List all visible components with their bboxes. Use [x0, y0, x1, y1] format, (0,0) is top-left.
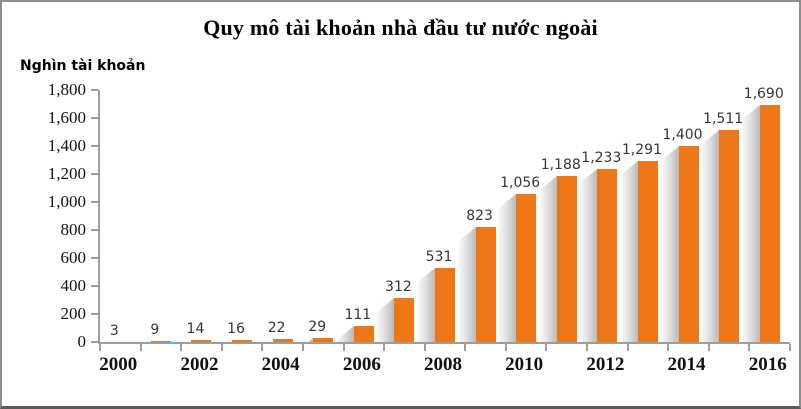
bar-2008 [435, 268, 455, 342]
bar-value-label: 111 [344, 307, 372, 323]
x-axis-tick [586, 344, 589, 351]
bar-2014 [678, 146, 699, 342]
x-axis-tick [261, 344, 264, 351]
bar-2010 [516, 194, 537, 342]
y-axis-tick [91, 201, 98, 203]
x-axis-tick [667, 344, 670, 351]
y-axis-tick [91, 257, 98, 259]
x-axis-tick-label: 2000 [99, 354, 138, 375]
bar-value-label: 823 [466, 208, 493, 224]
bar-2005 [313, 338, 334, 342]
x-axis-tick [220, 344, 223, 351]
x-axis-tick [748, 344, 751, 351]
y-axis-tick [91, 285, 98, 287]
x-axis-tick [626, 344, 629, 351]
y-axis-tick [91, 145, 98, 147]
bar-value-label: 1,291 [621, 142, 662, 158]
y-axis-tick [91, 313, 98, 315]
bar-value-label: 29 [308, 319, 327, 335]
y-axis-tick-label: 400 [60, 276, 87, 295]
y-axis-tick-label: 200 [60, 304, 87, 323]
bar-value-label: 22 [267, 320, 286, 336]
x-axis-tick [180, 344, 183, 351]
bar-2009 [475, 227, 496, 342]
y-axis-tick-label: 800 [60, 220, 87, 239]
bar-value-label: 312 [385, 279, 412, 295]
x-axis-tick-label: 2014 [667, 354, 706, 375]
bar-value-label: 1,400 [662, 127, 703, 143]
bar-2006 [353, 326, 374, 342]
bar-value-label: 1,690 [743, 86, 784, 102]
x-axis-tick [545, 344, 548, 351]
bar-2012 [597, 169, 618, 342]
x-axis-tick-label: 2002 [180, 354, 219, 375]
bar-2015 [719, 130, 740, 342]
bar-value-label: 1,056 [500, 175, 541, 191]
y-axis-tick-label: 1,600 [47, 108, 86, 127]
x-axis-tick [301, 344, 304, 351]
x-axis-tick [504, 344, 507, 351]
x-axis-tick-label: 2010 [505, 354, 544, 375]
x-axis-tick [789, 344, 791, 351]
bar-2007 [394, 298, 415, 342]
bar-value-label: 1,233 [581, 150, 622, 166]
bar-2013 [637, 161, 658, 342]
bar-value-label: 3 [109, 323, 119, 339]
bar-2004 [272, 339, 293, 342]
y-axis-tick [91, 173, 98, 175]
y-axis-tick [91, 117, 98, 119]
y-axis-tick [91, 89, 98, 91]
y-axis-tick-label: 1,000 [47, 192, 86, 211]
y-axis-tick-label: 1,800 [47, 80, 86, 99]
x-axis-tick [423, 344, 426, 351]
bar-value-label: 531 [425, 249, 453, 265]
x-axis-tick [342, 344, 345, 351]
x-axis-tick-label: 2006 [342, 354, 381, 375]
y-axis-tick [91, 341, 98, 343]
chart-title: Quy mô tài khoản nhà đầu tư nước ngoài [203, 15, 598, 40]
y-axis-tick-label: 0 [77, 332, 87, 351]
bar-value-label: 14 [186, 321, 205, 337]
bars-layer: 3 9 14 16 22 29 111 312 531 823 1,056 1,188 1,233 1,2… [100, 86, 790, 342]
x-axis-tick [383, 344, 386, 351]
y-axis-unit-label: Nghìn tài khoản [20, 58, 146, 74]
y-axis-tick-label: 1,400 [47, 136, 86, 155]
y-axis-tick-label: 600 [60, 248, 87, 267]
x-axis-tick [139, 344, 142, 351]
bar-value-label: 9 [150, 322, 160, 338]
x-axis-tick-label: 2008 [424, 354, 462, 375]
bar-2001 [150, 341, 171, 342]
bar-value-label: 1,511 [703, 111, 744, 127]
bar-2002 [191, 340, 212, 342]
x-axis-tick-label: 2016 [748, 354, 787, 375]
plot-area: 3 9 14 16 22 29 111 312 531 823 1,056 1,188 1,233 1,2… [91, 86, 791, 351]
y-axis-tick-label: 1,200 [47, 164, 86, 183]
bar-2003 [232, 340, 253, 342]
bar-2011 [556, 176, 577, 342]
bar-2016 [759, 105, 780, 342]
x-axis-tick-label: 2004 [261, 354, 300, 375]
x-axis-tick-label: 2012 [586, 354, 625, 375]
x-axis-tick [464, 344, 467, 351]
bar-value-label: 1,188 [540, 157, 581, 173]
bar-value-label: 16 [227, 321, 245, 337]
x-axis-tick [707, 344, 710, 351]
y-axis-tick [91, 229, 98, 231]
x-axis-tick [99, 344, 101, 351]
